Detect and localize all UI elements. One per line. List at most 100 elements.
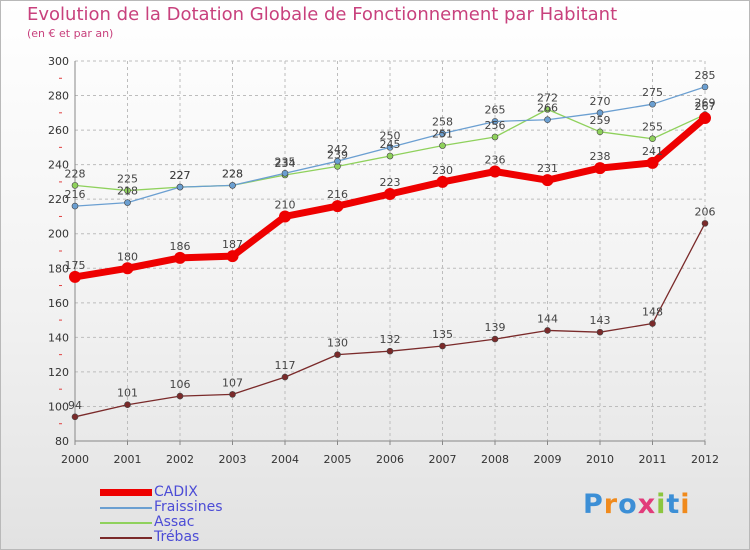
data-label-assac: 251 (432, 128, 453, 141)
data-point-cadix (121, 262, 134, 275)
x-tick-label: 2008 (481, 453, 509, 466)
data-label-fraissines: 270 (590, 95, 611, 108)
data-label-assac: 272 (537, 91, 558, 104)
data-label-fraissines: 227 (170, 169, 191, 182)
data-point-trebas (439, 342, 446, 350)
data-point-cadix (436, 175, 449, 188)
legend-swatch (100, 507, 152, 509)
y-tick-label: 120 (48, 366, 69, 379)
chart-subtitle: (en € et par an) (27, 27, 114, 40)
data-label-cadix: 230 (432, 164, 453, 177)
data-point-cadix (279, 210, 291, 223)
x-tick-label: 2002 (166, 453, 194, 466)
data-label-trebas: 117 (275, 359, 296, 372)
data-point-fraissines (491, 118, 499, 125)
data-point-fraissines (124, 199, 131, 206)
data-label-assac: 228 (222, 167, 243, 180)
data-label-cadix: 241 (642, 145, 663, 158)
proxiti-logo: Proxiti (583, 489, 691, 520)
data-point-assac (491, 133, 499, 141)
data-label-cadix: 175 (65, 259, 86, 272)
data-label-trebas: 130 (327, 337, 348, 350)
x-tick-label: 2012 (691, 453, 719, 466)
data-label-trebas: 132 (380, 333, 401, 346)
data-point-cadix (226, 250, 239, 263)
data-label-assac: 256 (485, 119, 506, 132)
data-label-cadix: 267 (695, 100, 716, 113)
data-label-trebas: 94 (68, 399, 82, 412)
data-labels: 94 101 106 107 117 130 132 135 139 144 143 148 206 22… (65, 69, 716, 412)
x-tick-label: 2001 (114, 453, 142, 466)
legend-label: CADIX (154, 484, 198, 500)
data-point-fraissines (229, 182, 236, 189)
data-label-cadix: 223 (380, 176, 401, 189)
data-label-fraissines: 218 (117, 185, 138, 198)
x-tick-label: 2010 (586, 453, 614, 466)
series-lines (69, 83, 711, 421)
data-label-assac: 245 (380, 138, 401, 151)
x-tick-label: 2000 (61, 453, 89, 466)
x-tick-label: 2004 (271, 453, 299, 466)
data-label-assac: 255 (642, 121, 663, 134)
data-point-cadix (541, 174, 554, 187)
data-label-trebas: 144 (537, 312, 558, 325)
x-tick-label: 2007 (429, 453, 457, 466)
data-point-assac (596, 128, 604, 136)
data-point-cadix (646, 156, 659, 169)
data-label-fraissines: 228 (222, 167, 243, 180)
chart-title: Evolution de la Dotation Globale de Fonc… (27, 4, 618, 25)
data-point-trebas (701, 220, 709, 227)
data-label-assac: 239 (327, 148, 348, 161)
y-tick-label: 160 (48, 297, 69, 310)
data-point-assac (124, 187, 131, 194)
data-point-fraissines (701, 83, 709, 91)
data-point-trebas (71, 413, 79, 421)
data-point-cadix (489, 165, 501, 178)
data-label-trebas: 107 (222, 376, 243, 389)
data-label-cadix: 238 (590, 150, 611, 163)
logo-letter: P (583, 489, 604, 520)
data-point-fraissines (544, 116, 551, 124)
data-label-trebas: 206 (695, 205, 716, 218)
y-tick-label: 260 (48, 124, 69, 137)
data-point-trebas (334, 351, 341, 358)
legend-label: Fraissines (154, 499, 223, 515)
data-label-trebas: 139 (485, 321, 506, 334)
data-label-assac: 234 (275, 157, 296, 170)
legend-swatch (100, 522, 152, 524)
data-label-fraissines: 242 (327, 143, 348, 156)
legend-swatch (100, 489, 152, 496)
x-tick-label: 2003 (219, 453, 247, 466)
data-label-assac: 225 (117, 173, 138, 186)
data-label-assac: 228 (65, 167, 86, 180)
data-point-trebas (386, 347, 394, 355)
data-point-fraissines (176, 183, 184, 191)
data-label-fraissines: 275 (642, 86, 663, 99)
logo-letter: i (656, 489, 667, 520)
logo-letter: o (618, 489, 638, 520)
data-point-assac (439, 142, 446, 149)
data-label-cadix: 236 (485, 154, 506, 167)
data-point-trebas (176, 392, 184, 400)
data-point-cadix (69, 270, 81, 283)
data-label-assac: 269 (695, 97, 716, 110)
line-chart: 80 100 120 140 160 180 200 220 240 260 280 300 2000 2… (48, 55, 719, 466)
data-label-fraissines: 285 (695, 69, 716, 82)
data-point-fraissines (281, 169, 289, 177)
data-label-fraissines: 235 (275, 155, 296, 168)
x-tick-label: 2005 (324, 453, 352, 466)
data-point-assac (71, 182, 79, 189)
data-point-trebas (124, 401, 131, 409)
x-tick-label: 2009 (534, 453, 562, 466)
y-tick-label: 220 (48, 193, 69, 206)
logo-letter: r (603, 489, 619, 520)
data-label-fraissines: 258 (432, 116, 453, 129)
data-label-assac: 227 (170, 169, 191, 182)
data-point-trebas (544, 327, 551, 334)
data-label-fraissines: 216 (65, 188, 86, 201)
data-point-cadix (331, 200, 344, 213)
data-point-assac (544, 106, 551, 113)
data-point-trebas (649, 320, 656, 327)
data-point-trebas (491, 335, 499, 343)
